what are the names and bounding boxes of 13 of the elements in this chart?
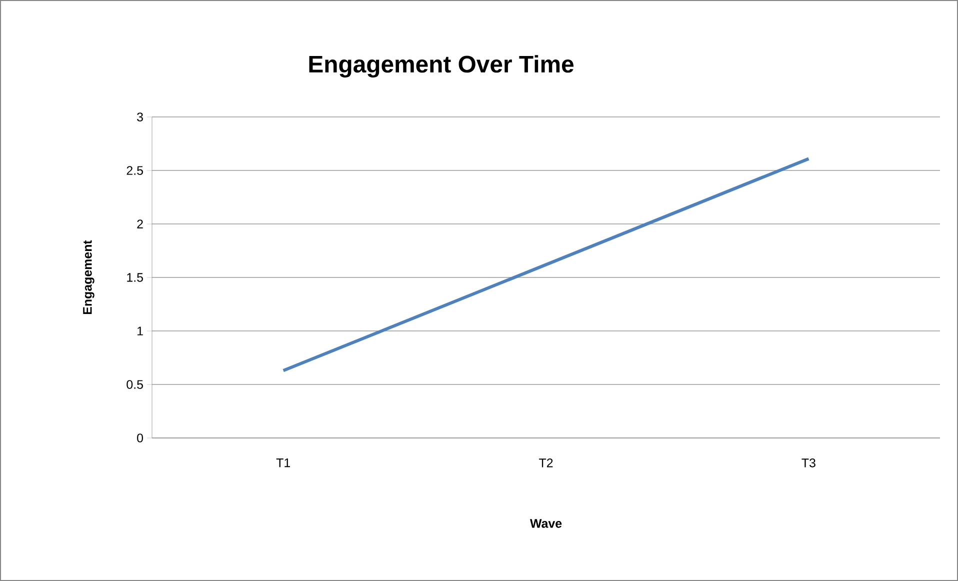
y-tick-label: 1 — [138, 326, 143, 336]
y-tick-label: 3 — [137, 112, 143, 122]
y-tick-label: 0.5 — [126, 380, 143, 389]
y-tick-label: 2 — [137, 220, 143, 228]
y-tick-label: 1.5 — [127, 273, 143, 282]
y-tick-label: 0 — [137, 434, 143, 442]
y-axis-title: Engagement — [83, 240, 94, 314]
chart-title: Engagement Over Time — [309, 55, 574, 78]
x-axis-title: Wave — [530, 519, 562, 528]
y-tick-label: 2.5 — [126, 166, 143, 175]
x-tick-label: T3 — [802, 458, 816, 468]
x-tick-label: T1 — [276, 458, 290, 468]
x-tick-label: T2 — [539, 458, 553, 468]
